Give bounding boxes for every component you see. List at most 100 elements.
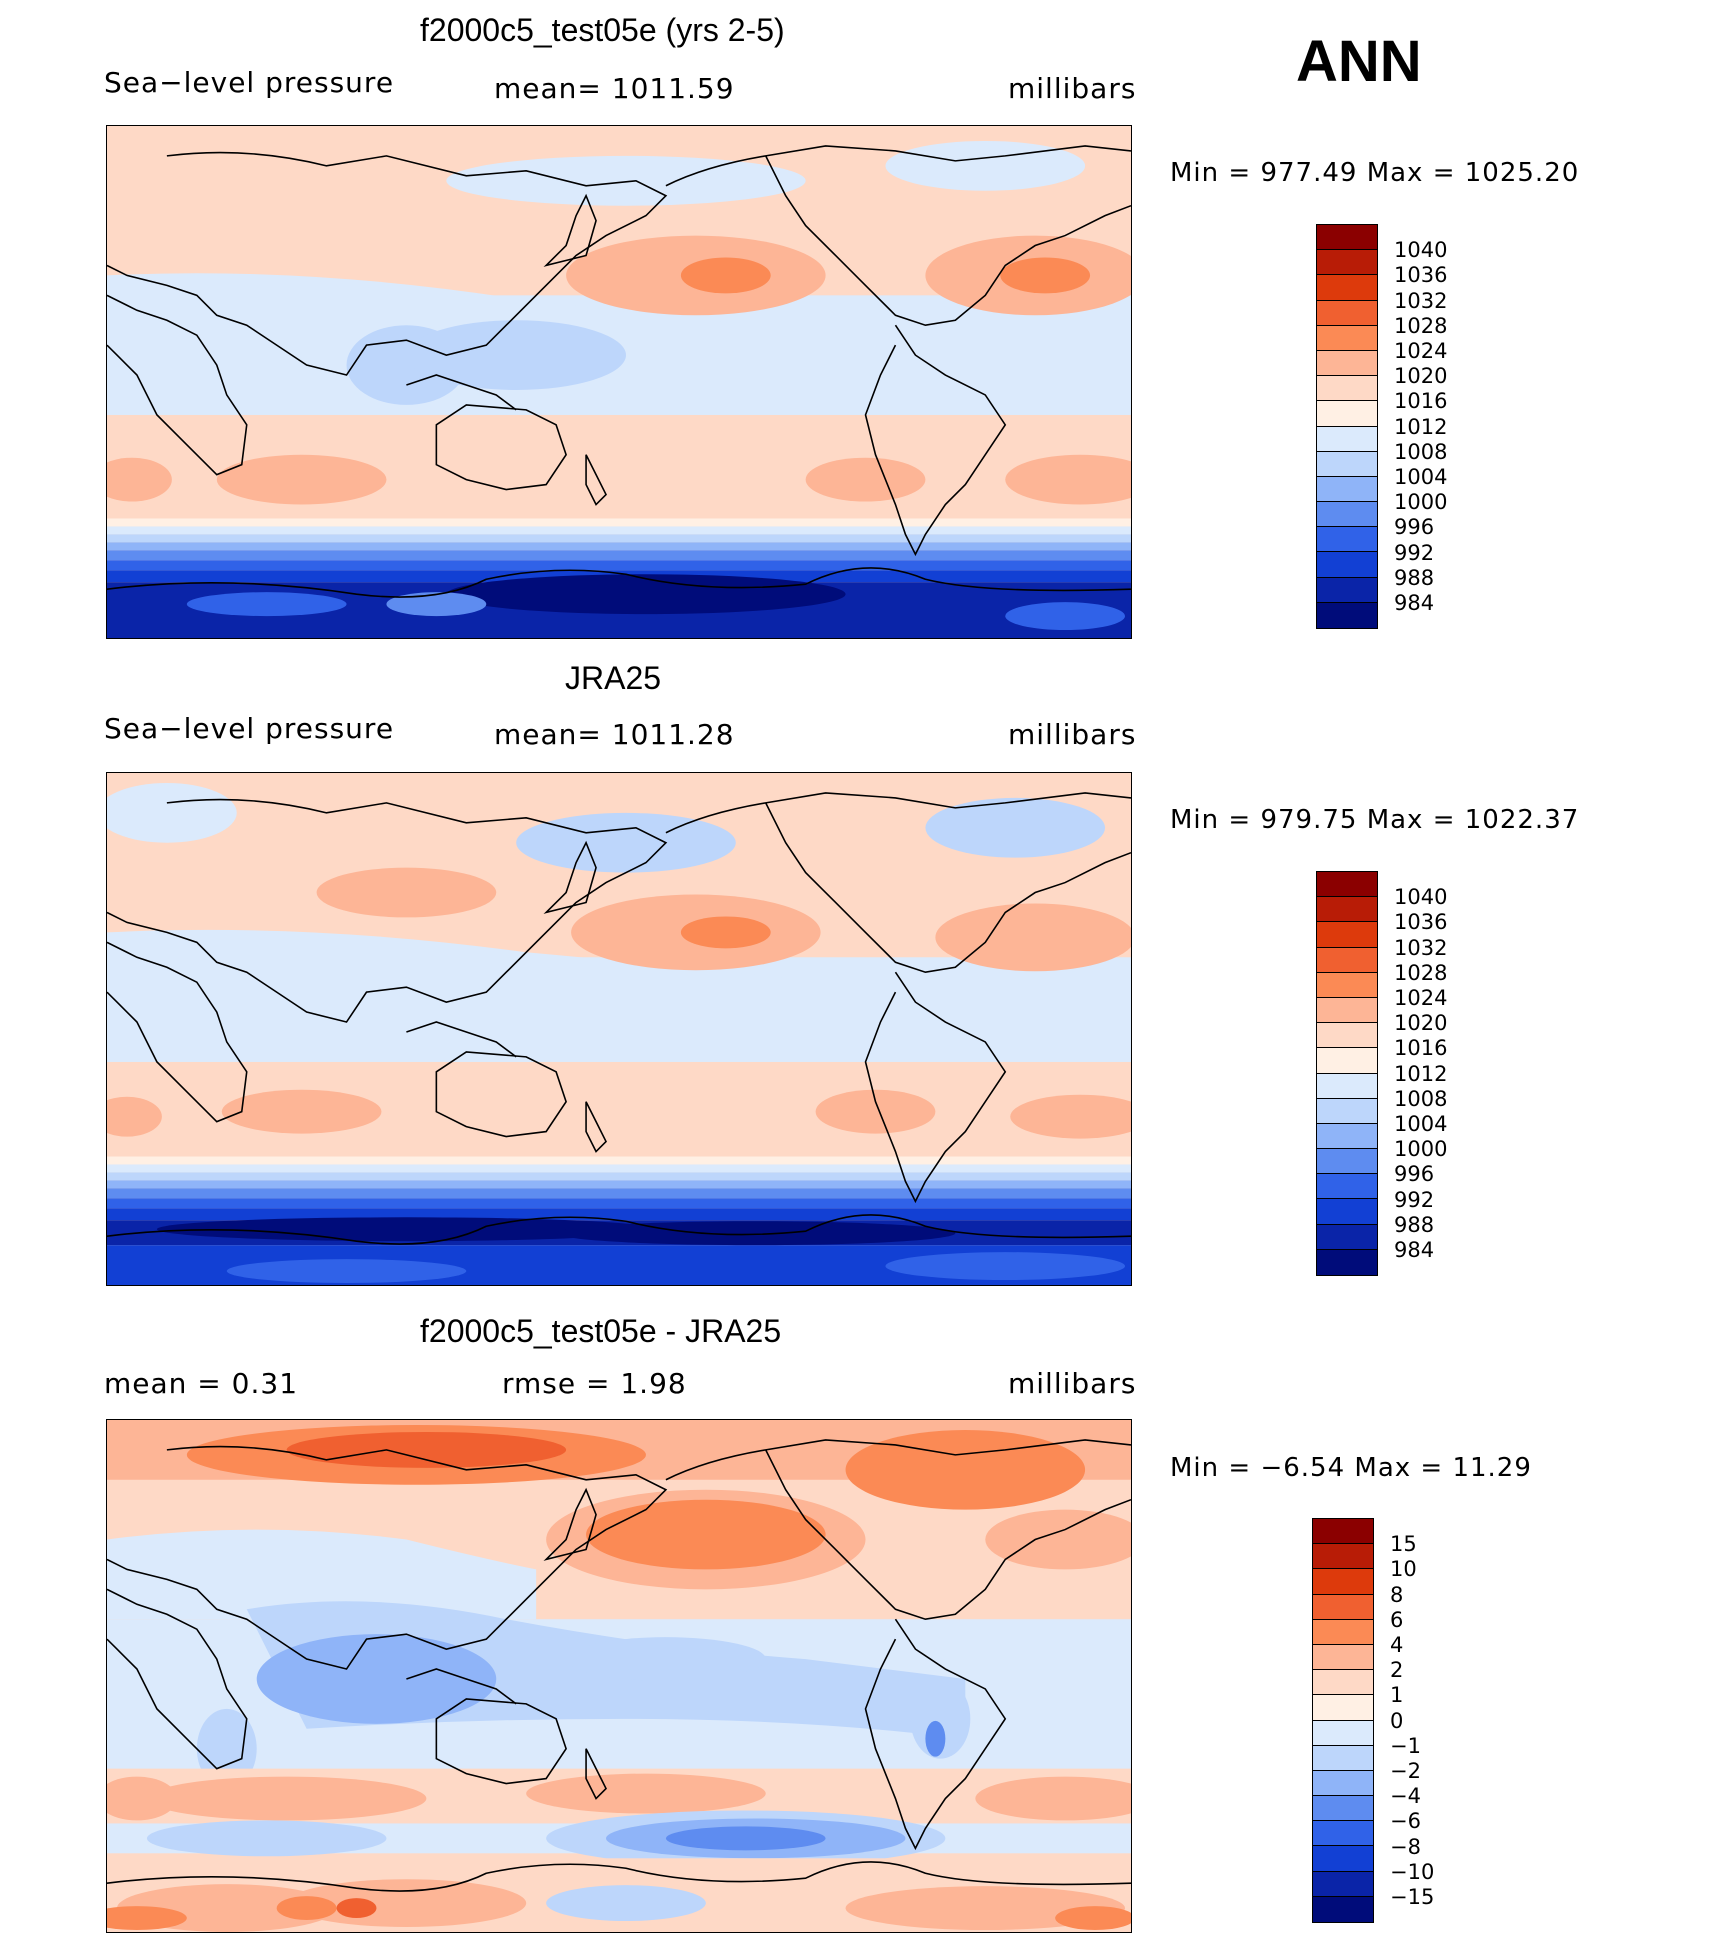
colorbar-box: [1317, 947, 1377, 973]
colorbar-box: [1317, 527, 1377, 553]
colorbar-box: [1317, 451, 1377, 477]
colorbar-label: 1016: [1394, 389, 1448, 414]
colorbar-box: [1317, 1073, 1377, 1099]
colorbar-box: [1317, 502, 1377, 528]
colorbar-label: 1036: [1394, 263, 1448, 288]
colorbar-box: [1317, 426, 1377, 452]
colorbar-label: 988: [1394, 1212, 1435, 1237]
colorbar-label: 1000: [1394, 1137, 1448, 1162]
colorbar-box: [1317, 1048, 1377, 1074]
panel1-mean: mean= 1011.59: [494, 72, 735, 105]
panel1-min-max: Min = 977.49 Max = 1025.20: [1170, 158, 1580, 188]
colorbar-box: [1317, 300, 1377, 326]
colorbar-label: 1012: [1394, 414, 1448, 439]
colorbar-label: 992: [1394, 1187, 1435, 1212]
colorbar-box: [1317, 225, 1377, 251]
colorbar-label: −1: [1390, 1733, 1421, 1758]
colorbar-box: [1313, 1695, 1373, 1721]
colorbar-label: 984: [1394, 1238, 1435, 1262]
season-label: ANN: [1296, 29, 1422, 94]
panel2-map: [106, 772, 1132, 1286]
colorbar-box: [1317, 1023, 1377, 1049]
colorbar-label: 6: [1390, 1607, 1404, 1632]
colorbar-box: [1317, 401, 1377, 427]
panel2-title: JRA25: [565, 660, 662, 696]
colorbar-box: [1317, 1199, 1377, 1225]
colorbar-box: [1317, 972, 1377, 998]
colorbar-label: 1028: [1394, 960, 1448, 985]
colorbar-box: [1313, 1846, 1373, 1872]
colorbar-box: [1313, 1796, 1373, 1822]
colorbar-box: [1317, 1098, 1377, 1124]
colorbar-label: 1000: [1394, 490, 1448, 515]
colorbar-label: 1036: [1394, 910, 1448, 935]
colorbar-box: [1313, 1644, 1373, 1671]
colorbar-label: 10: [1390, 1557, 1417, 1582]
colorbar-box: [1317, 275, 1377, 301]
colorbar-box: [1317, 922, 1377, 948]
colorbar-box: [1317, 872, 1377, 898]
colorbar-label: 1020: [1394, 1011, 1448, 1036]
colorbar-label: 988: [1394, 565, 1435, 590]
colorbar-label: 4: [1390, 1633, 1404, 1657]
colorbar-label: 1008: [1394, 439, 1448, 464]
colorbar-box: [1313, 1821, 1373, 1847]
colorbar-box: [1313, 1519, 1373, 1545]
panel3-mean: mean = 0.31: [104, 1367, 299, 1400]
colorbar-label: 1024: [1394, 986, 1448, 1010]
colorbar-label: 992: [1394, 540, 1435, 565]
panel1-map: [106, 125, 1132, 639]
colorbar-box: [1317, 476, 1377, 503]
panel3-colorbar: [1312, 1518, 1374, 1923]
colorbar-box: [1313, 1745, 1373, 1771]
panel3-contour-field: [107, 1420, 1131, 1932]
colorbar-label: −2: [1390, 1759, 1421, 1783]
panel3-min-max: Min = −6.54 Max = 11.29: [1170, 1453, 1532, 1483]
panel1-contour-field: [107, 126, 1131, 638]
panel3-title: f2000c5_test05e - JRA25: [420, 1313, 782, 1349]
colorbar-box: [1313, 1670, 1373, 1696]
colorbar-box: [1317, 250, 1377, 276]
colorbar-label: 1008: [1394, 1086, 1448, 1111]
panel2-min-max: Min = 979.75 Max = 1022.37: [1170, 805, 1580, 835]
colorbar-label: 1040: [1394, 885, 1448, 910]
colorbar-box: [1317, 897, 1377, 923]
colorbar-label: −15: [1390, 1885, 1435, 1909]
colorbar-label: 1004: [1394, 1112, 1448, 1136]
colorbar-box: [1313, 1871, 1373, 1897]
colorbar-box: [1317, 552, 1377, 578]
colorbar-label: 1028: [1394, 313, 1448, 338]
colorbar-label: 1032: [1394, 288, 1448, 313]
colorbar-box: [1317, 1149, 1377, 1175]
colorbar-box: [1317, 1123, 1377, 1150]
colorbar-box: [1317, 1224, 1377, 1250]
colorbar-label: 8: [1390, 1582, 1404, 1607]
colorbar-label: −6: [1390, 1809, 1421, 1834]
colorbar-box: [1317, 350, 1377, 377]
colorbar-box: [1317, 1249, 1377, 1275]
panel3-map: [106, 1419, 1132, 1933]
colorbar-box: [1313, 1569, 1373, 1595]
panel2-variable: Sea−level pressure: [104, 712, 395, 745]
colorbar-box: [1317, 997, 1377, 1024]
panel2-units: millibars: [1008, 718, 1137, 751]
panel2-colorbar: [1316, 871, 1378, 1276]
colorbar-label: 0: [1390, 1708, 1404, 1733]
panel1-colorbar: [1316, 224, 1378, 629]
colorbar-box: [1313, 1594, 1373, 1620]
colorbar-label: 1020: [1394, 364, 1448, 389]
colorbar-label: 1004: [1394, 465, 1448, 489]
colorbar-box: [1313, 1896, 1373, 1922]
colorbar-label: 984: [1394, 591, 1435, 615]
panel3-rmse: rmse = 1.98: [502, 1367, 687, 1400]
colorbar-box: [1313, 1770, 1373, 1797]
colorbar-label: 996: [1394, 515, 1435, 540]
colorbar-label: 996: [1394, 1162, 1435, 1187]
colorbar-label: 1016: [1394, 1036, 1448, 1061]
panel1-units: millibars: [1008, 72, 1137, 105]
colorbar-label: −8: [1390, 1834, 1421, 1859]
colorbar-label: 15: [1390, 1532, 1417, 1557]
panel2-contour-field: [107, 773, 1131, 1285]
colorbar-box: [1317, 577, 1377, 603]
colorbar-label: 1012: [1394, 1061, 1448, 1086]
